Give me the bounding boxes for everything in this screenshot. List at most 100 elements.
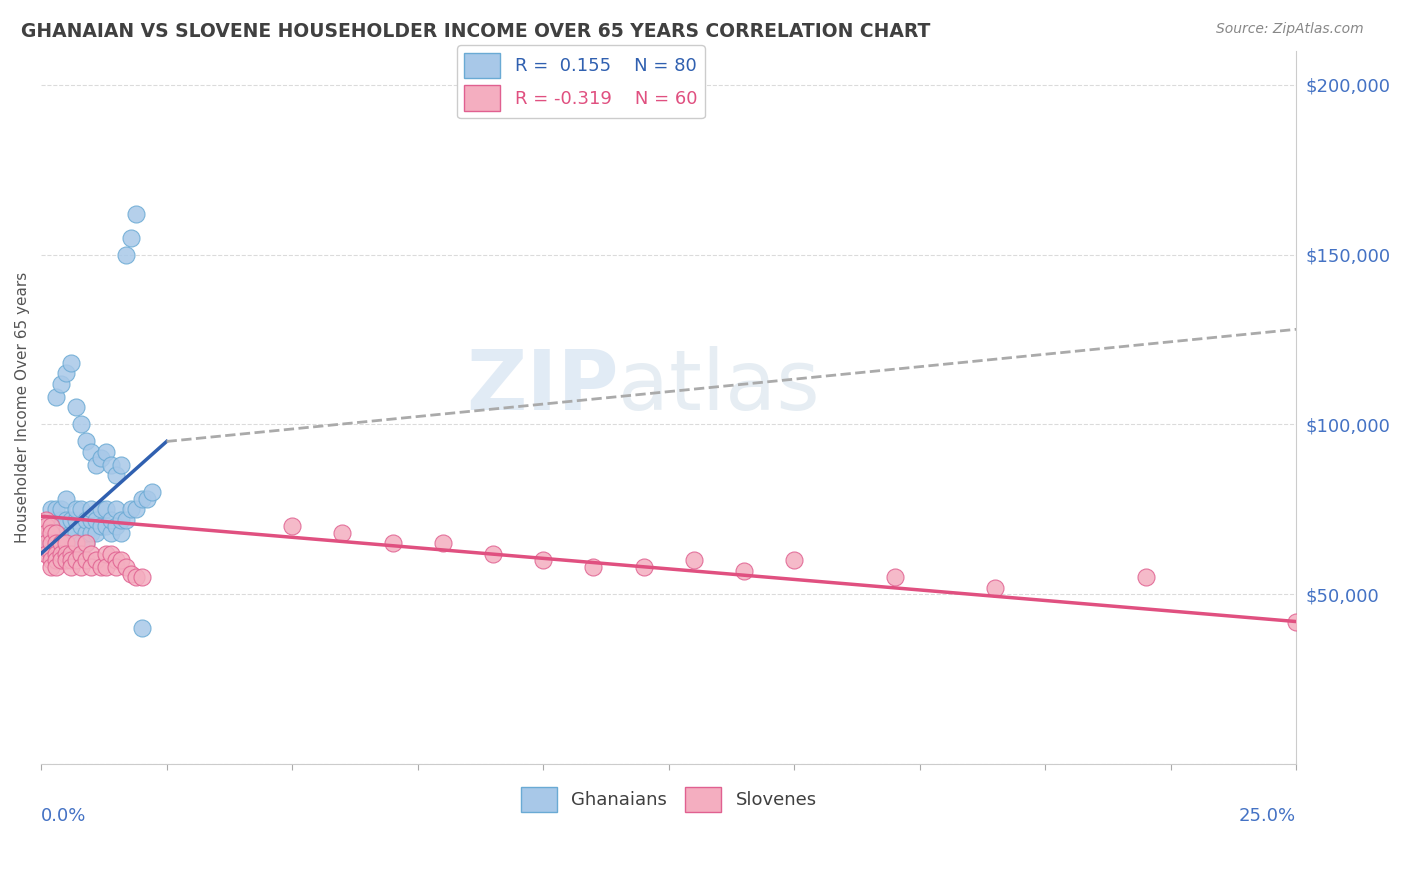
Point (65, 502, 87, 516)
Point (60, 547, 83, 561)
Point (115, 560, 138, 574)
Point (60, 536, 83, 550)
Point (733, 564, 755, 578)
Point (51, 513, 73, 527)
Text: ZIP: ZIP (465, 345, 619, 426)
Point (432, 536, 454, 550)
Point (70, 560, 93, 574)
Point (80, 513, 103, 527)
Point (65, 553, 87, 567)
Point (70, 417, 93, 432)
Point (39, 560, 62, 574)
Point (65, 536, 87, 550)
Point (39, 536, 62, 550)
Point (55, 547, 77, 561)
Point (45, 502, 67, 516)
Text: atlas: atlas (619, 345, 820, 426)
Point (105, 519, 128, 533)
Point (100, 547, 122, 561)
Point (131, 492, 153, 507)
Point (60, 356, 83, 370)
Point (121, 230, 143, 244)
Point (35, 547, 58, 561)
Point (633, 560, 655, 574)
Point (90, 519, 112, 533)
Point (90, 560, 112, 574)
Point (45, 390, 67, 404)
Point (35, 536, 58, 550)
Point (65, 526, 87, 541)
Point (35, 519, 58, 533)
Point (125, 502, 148, 516)
Text: Source: ZipAtlas.com: Source: ZipAtlas.com (1216, 22, 1364, 37)
Point (75, 526, 97, 541)
Point (39, 513, 62, 527)
Point (582, 560, 605, 574)
Point (883, 570, 905, 584)
Point (75, 553, 97, 567)
Point (100, 458, 122, 473)
Point (45, 560, 67, 574)
Point (86, 513, 108, 527)
Point (51, 526, 73, 541)
Point (96, 502, 118, 516)
Point (96, 547, 118, 561)
Point (984, 581, 1007, 595)
Point (110, 553, 132, 567)
Point (45, 513, 67, 527)
Point (75, 536, 97, 550)
Point (80, 502, 103, 516)
Point (51, 536, 73, 550)
Point (60, 526, 83, 541)
Point (90, 451, 112, 466)
Point (135, 492, 157, 507)
Point (682, 553, 704, 567)
Point (45, 526, 67, 541)
Point (55, 513, 77, 527)
Point (55, 553, 77, 567)
Point (65, 401, 87, 415)
Point (39, 547, 62, 561)
Point (96, 519, 118, 533)
Point (39, 526, 62, 541)
Point (45, 526, 67, 541)
Point (45, 536, 67, 550)
Point (105, 560, 128, 574)
Point (45, 536, 67, 550)
Point (51, 547, 73, 561)
Point (75, 513, 97, 527)
Point (80, 526, 103, 541)
Point (121, 566, 143, 581)
Point (115, 247, 138, 261)
Point (35, 526, 58, 541)
Point (60, 560, 83, 574)
Point (51, 376, 73, 391)
Point (45, 553, 67, 567)
Point (80, 560, 103, 574)
Point (381, 536, 404, 550)
Point (70, 502, 93, 516)
Point (110, 513, 132, 527)
Point (86, 526, 108, 541)
Point (482, 547, 505, 561)
Point (39, 547, 62, 561)
Point (55, 367, 77, 381)
Y-axis label: Householder Income Over 65 years: Householder Income Over 65 years (15, 272, 30, 543)
Point (39, 519, 62, 533)
Point (1135, 570, 1157, 584)
Point (96, 560, 118, 574)
Point (55, 492, 77, 507)
Point (105, 502, 128, 516)
Point (105, 468, 128, 483)
Text: GHANAIAN VS SLOVENE HOUSEHOLDER INCOME OVER 65 YEARS CORRELATION CHART: GHANAIAN VS SLOVENE HOUSEHOLDER INCOME O… (21, 22, 931, 41)
Point (51, 536, 73, 550)
Point (65, 536, 87, 550)
Point (80, 547, 103, 561)
Point (90, 502, 112, 516)
Point (75, 434, 97, 449)
Point (55, 536, 77, 550)
Text: 25.0%: 25.0% (1239, 807, 1296, 825)
Point (131, 570, 153, 584)
Point (100, 513, 122, 527)
Point (51, 519, 73, 533)
